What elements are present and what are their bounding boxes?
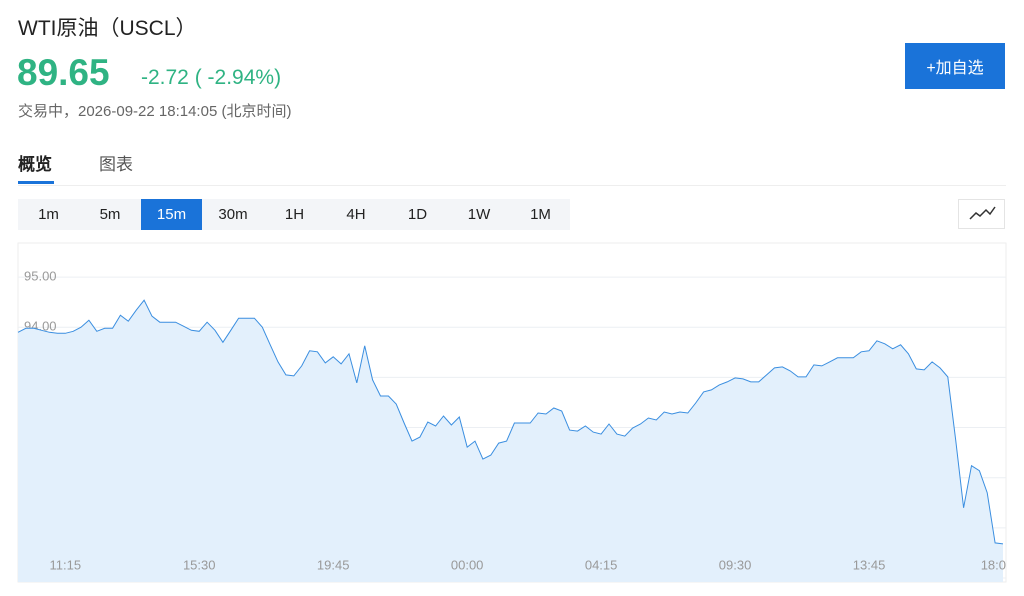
x-tick-label: 09:30 <box>719 557 752 572</box>
x-tick-label: 04:15 <box>585 557 618 572</box>
period-button[interactable]: 5m <box>99 206 121 223</box>
x-tick-label: 00:00 <box>451 557 484 572</box>
area-fill <box>18 300 1003 582</box>
period-button[interactable]: 1D <box>407 206 428 223</box>
x-tick-label: 15:30 <box>183 557 216 572</box>
tab[interactable]: 图表 <box>99 155 133 174</box>
tab-indicator <box>18 181 54 184</box>
period-button[interactable]: 15m <box>141 199 202 230</box>
x-tick-label: 11:15 <box>49 557 81 572</box>
chart-type-icon <box>969 206 996 220</box>
period-button[interactable]: 1M <box>530 206 551 223</box>
chart-type-button[interactable] <box>958 199 1005 229</box>
x-tick-label: 18:0 <box>981 557 1006 572</box>
tab[interactable]: 概览 <box>18 155 52 174</box>
title: WTI原油（USCL） <box>18 17 197 40</box>
period-button[interactable]: 1H <box>284 206 305 223</box>
period-button[interactable]: 1m <box>38 206 59 223</box>
separator <box>18 185 1006 186</box>
x-tick-label: 13:45 <box>853 557 886 572</box>
period-button[interactable]: 4H <box>346 206 366 223</box>
watch-button[interactable]: +加自选 <box>905 43 1005 89</box>
price: 89.65 <box>17 52 110 93</box>
x-tick-label: 19:45 <box>317 557 350 572</box>
period-bar: 1m 5m 15m 30m 1H 4H 1D 1W 1M <box>18 199 570 230</box>
price-line <box>17 299 1004 545</box>
period-button[interactable]: 1W <box>467 206 491 223</box>
period-button[interactable]: 30m <box>218 206 248 223</box>
y-tick-label: 95.00 <box>24 269 57 284</box>
trade-status: 交易中，2026-09-22 18:14:05 (北京时间) <box>18 103 292 120</box>
price-change: -2.72 ( -2.94%) <box>141 66 282 89</box>
